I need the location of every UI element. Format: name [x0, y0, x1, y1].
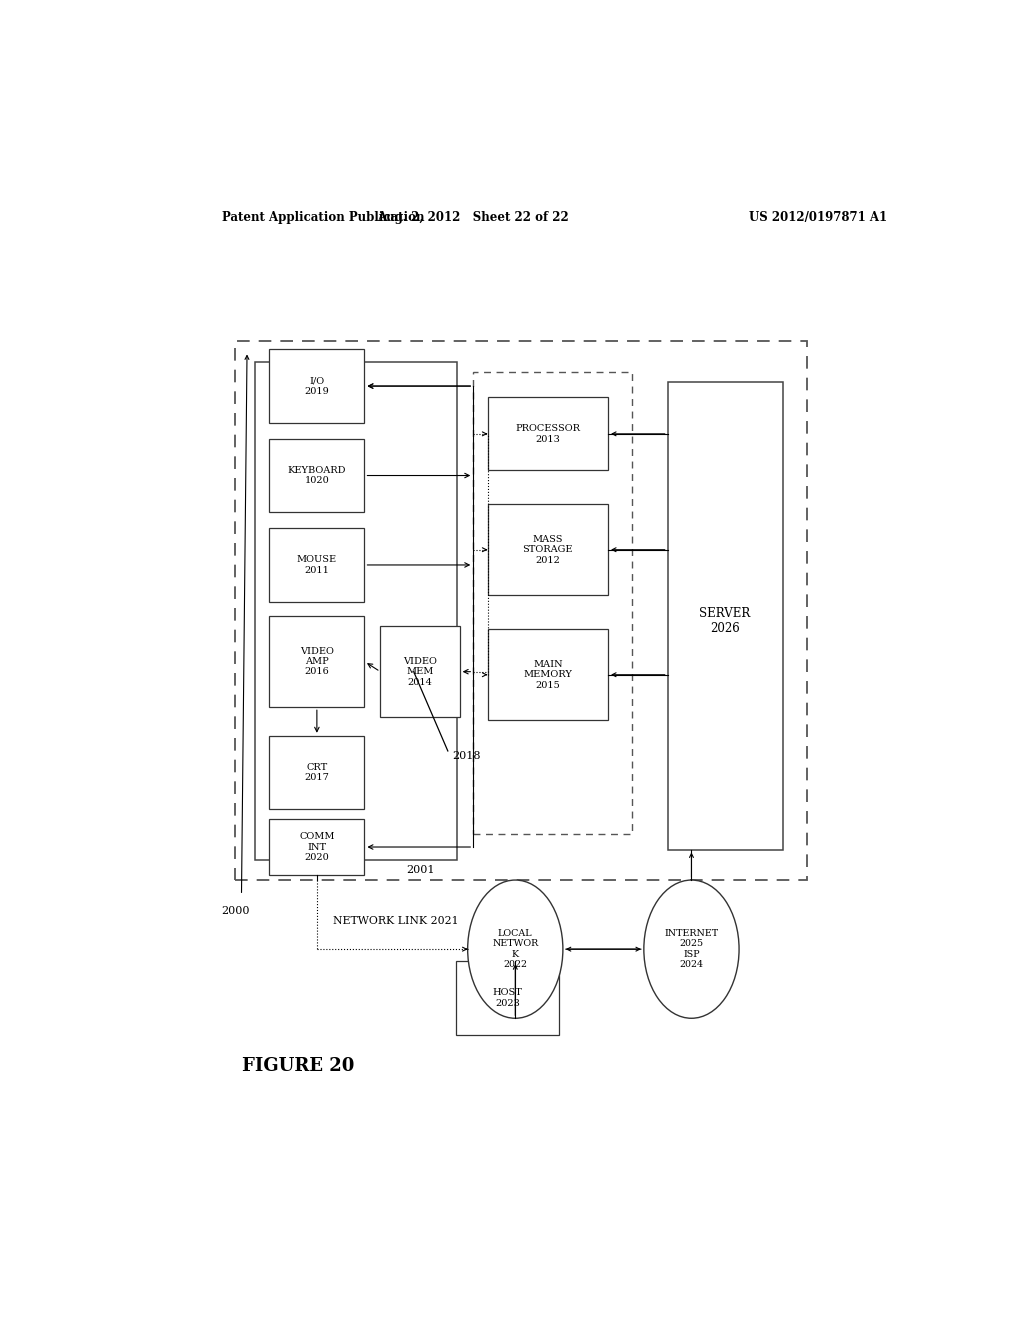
Bar [269, 528, 365, 602]
Bar [473, 372, 632, 834]
Text: CRT
2017: CRT 2017 [304, 763, 330, 781]
Text: MAIN
MEMORY
2015: MAIN MEMORY 2015 [523, 660, 572, 689]
Bar [487, 397, 608, 470]
Text: Aug. 2, 2012   Sheet 22 of 22: Aug. 2, 2012 Sheet 22 of 22 [377, 211, 569, 224]
Text: 2018: 2018 [452, 751, 480, 762]
Bar [668, 381, 782, 850]
Bar [380, 626, 460, 718]
Text: INTERNET
2025
ISP
2024: INTERNET 2025 ISP 2024 [665, 929, 719, 969]
Bar [269, 818, 365, 875]
Text: 2001: 2001 [406, 865, 434, 875]
Text: NETWORK LINK 2021: NETWORK LINK 2021 [333, 916, 459, 925]
Text: SERVER
2026: SERVER 2026 [699, 607, 751, 635]
Text: VIDEO
MEM
2014: VIDEO MEM 2014 [403, 657, 437, 686]
Bar [456, 961, 559, 1035]
Ellipse shape [468, 880, 563, 1018]
Text: 2000: 2000 [221, 906, 250, 916]
Bar [269, 615, 365, 708]
Text: I/O
2019: I/O 2019 [304, 376, 330, 396]
Ellipse shape [644, 880, 739, 1018]
Text: LOCAL
NETWOR
K
2022: LOCAL NETWOR K 2022 [493, 929, 539, 969]
Text: PROCESSOR
2013: PROCESSOR 2013 [515, 424, 581, 444]
Bar [487, 504, 608, 595]
Text: COMM
INT
2020: COMM INT 2020 [299, 832, 335, 862]
Bar [269, 735, 365, 809]
Text: US 2012/0197871 A1: US 2012/0197871 A1 [750, 211, 888, 224]
Bar [236, 342, 807, 880]
Text: VIDEO
AMP
2016: VIDEO AMP 2016 [300, 647, 334, 676]
Text: KEYBOARD
1020: KEYBOARD 1020 [288, 466, 346, 486]
Bar [487, 630, 608, 721]
Text: Patent Application Publication: Patent Application Publication [221, 211, 424, 224]
Bar [255, 362, 458, 859]
Bar [269, 440, 365, 512]
Text: FIGURE 20: FIGURE 20 [243, 1057, 354, 1074]
Text: MOUSE
2011: MOUSE 2011 [297, 556, 337, 574]
Text: HOST
2023: HOST 2023 [493, 989, 522, 1007]
Text: MASS
STORAGE
2012: MASS STORAGE 2012 [522, 535, 573, 565]
Bar [269, 350, 365, 422]
